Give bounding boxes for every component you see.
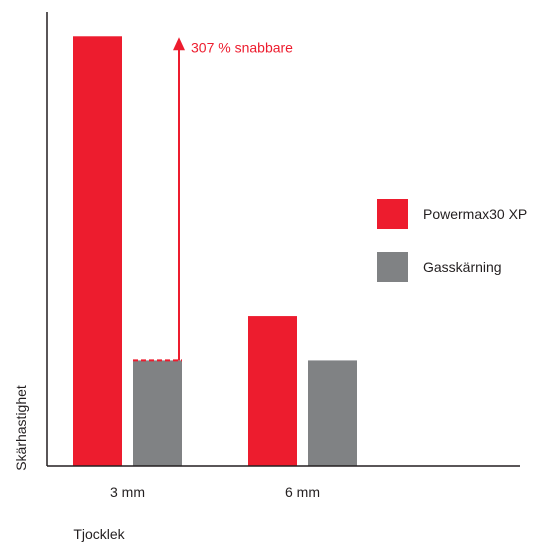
x-tick-label-0: 3 mm (110, 484, 145, 500)
annotation-label: 307 % snabbare (191, 39, 293, 55)
bar-0-1 (133, 360, 182, 466)
bar-0-0 (73, 36, 122, 466)
annotation-arrow-head (173, 37, 185, 51)
bar-1-0 (248, 316, 297, 466)
legend-label-0: Powermax30 XP (423, 206, 527, 222)
legend-swatch-0 (377, 199, 408, 229)
legend: Powermax30 XP Gasskärning (377, 199, 527, 282)
bars-group (73, 36, 357, 466)
bar-1-1 (308, 360, 357, 466)
x-axis-title: Tjocklek (73, 526, 125, 542)
legend-label-1: Gasskärning (423, 259, 502, 275)
x-tick-label-1: 6 mm (285, 484, 320, 500)
legend-swatch-1 (377, 252, 408, 282)
x-tick-labels: 3 mm 6 mm (110, 484, 320, 500)
y-axis-title: Skärhastighet (13, 385, 29, 471)
annotation-group: 307 % snabbare (133, 37, 293, 362)
